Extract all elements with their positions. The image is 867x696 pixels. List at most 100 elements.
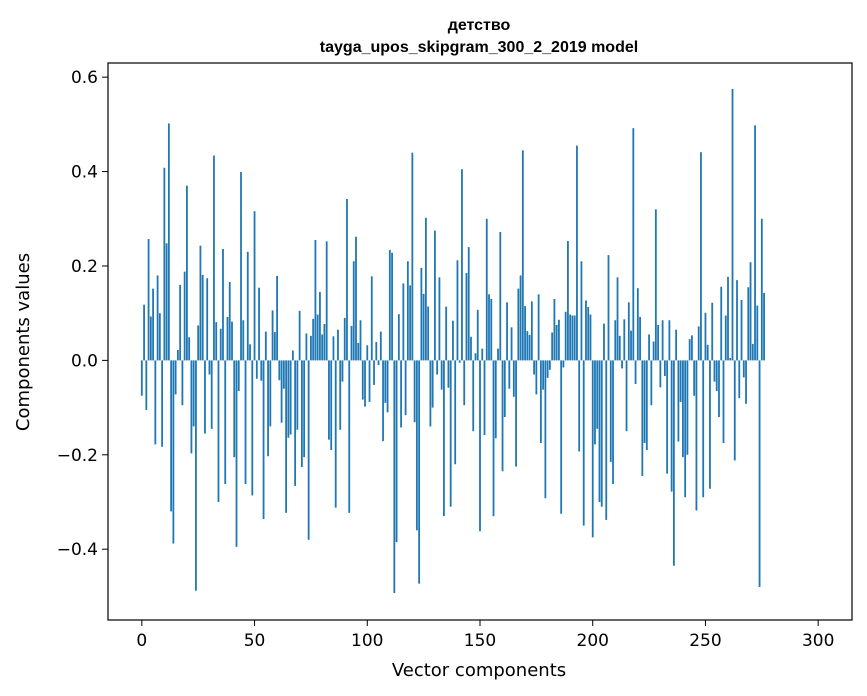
- bar-244: [691, 335, 693, 361]
- bar-198: [587, 307, 590, 361]
- bar-233: [666, 360, 669, 474]
- x-axis: 0 50 100 150 200 250 300: [136, 620, 834, 651]
- bar-1: [143, 304, 145, 361]
- bar-225: [648, 334, 650, 361]
- bar-254: [713, 360, 716, 382]
- bar-122: [415, 360, 418, 531]
- bar-205: [603, 323, 605, 361]
- bar-33: [215, 322, 218, 361]
- bar-227: [652, 341, 655, 361]
- bar-247: [697, 326, 700, 361]
- bar-265: [738, 360, 741, 399]
- bar-184: [555, 324, 558, 361]
- bar-273: [756, 305, 759, 361]
- bar-35: [219, 328, 222, 361]
- bar-108: [384, 360, 387, 403]
- bar-110: [388, 249, 391, 361]
- bar-271: [751, 343, 754, 361]
- bar-84: [330, 360, 333, 451]
- bar-137: [449, 360, 452, 507]
- bar-90: [343, 317, 346, 361]
- bar-95: [355, 236, 357, 361]
- bar-231: [661, 320, 664, 361]
- bar-276: [763, 292, 765, 361]
- bar-257: [720, 286, 723, 361]
- bar-63: [282, 360, 285, 389]
- bar-10: [163, 167, 166, 361]
- bar-242: [686, 360, 689, 455]
- bar-125: [422, 293, 425, 361]
- bar-202: [596, 360, 599, 429]
- bar-192: [573, 315, 576, 361]
- bar-80: [321, 334, 324, 361]
- bar-191: [571, 315, 574, 361]
- bar-272: [754, 125, 756, 361]
- bar-98: [361, 360, 364, 400]
- bar-248: [700, 152, 702, 361]
- bar-218: [632, 128, 635, 361]
- bar-158: [497, 348, 499, 361]
- bar-109: [386, 360, 389, 413]
- bar-66: [289, 360, 292, 435]
- bar-82: [325, 241, 328, 361]
- bar-199: [589, 314, 592, 361]
- bar-116: [402, 283, 405, 361]
- bar-249: [702, 360, 705, 498]
- bar-187: [562, 360, 565, 368]
- bar-185: [558, 319, 560, 361]
- bar-267: [742, 360, 745, 378]
- bar-163: [508, 360, 511, 389]
- bar-128: [429, 360, 432, 427]
- bar-36: [222, 248, 224, 361]
- bar-145: [467, 247, 470, 361]
- bar-112: [393, 360, 396, 594]
- bar-179: [544, 360, 547, 499]
- bar-15: [174, 360, 177, 395]
- bar-86: [334, 360, 337, 508]
- bar-79: [319, 291, 321, 361]
- bar-168: [519, 275, 522, 361]
- bar-211: [616, 277, 619, 361]
- bar-97: [359, 320, 362, 361]
- bar-75: [310, 335, 312, 361]
- bar-54: [262, 360, 265, 519]
- bar-141: [458, 360, 461, 363]
- bar-77: [314, 240, 317, 361]
- bar-13: [170, 360, 173, 512]
- bar-127: [427, 306, 430, 361]
- bar-165: [512, 360, 515, 397]
- bar-59: [273, 332, 276, 361]
- bar-113: [395, 360, 398, 543]
- bar-195: [580, 261, 583, 361]
- bar-251: [706, 344, 709, 361]
- bar-252: [709, 360, 711, 489]
- bar-138: [452, 320, 454, 361]
- bar-49: [251, 360, 254, 496]
- bar-207: [607, 255, 610, 361]
- bar-5: [152, 288, 154, 361]
- bar-181: [548, 360, 551, 370]
- bar-234: [668, 320, 671, 361]
- bar-6: [154, 360, 157, 445]
- bar-2: [145, 360, 148, 410]
- bar-67: [291, 350, 294, 361]
- bar-58: [271, 310, 274, 361]
- bar-241: [684, 360, 687, 498]
- bar-245: [693, 360, 696, 396]
- bar-57: [269, 360, 272, 427]
- bar-24: [195, 360, 197, 591]
- bar-250: [704, 312, 707, 361]
- bar-140: [456, 260, 459, 361]
- bar-193: [576, 145, 578, 361]
- bar-222: [641, 360, 644, 477]
- y-axis-label: Components values: [13, 253, 34, 431]
- bar-89: [341, 360, 344, 382]
- bar-94: [352, 261, 355, 361]
- bar-37: [224, 360, 227, 485]
- bar-100: [366, 345, 369, 361]
- x-tick-label: 250: [689, 631, 721, 651]
- bar-45: [242, 320, 245, 361]
- bar-101: [368, 360, 371, 402]
- bar-9: [161, 360, 164, 447]
